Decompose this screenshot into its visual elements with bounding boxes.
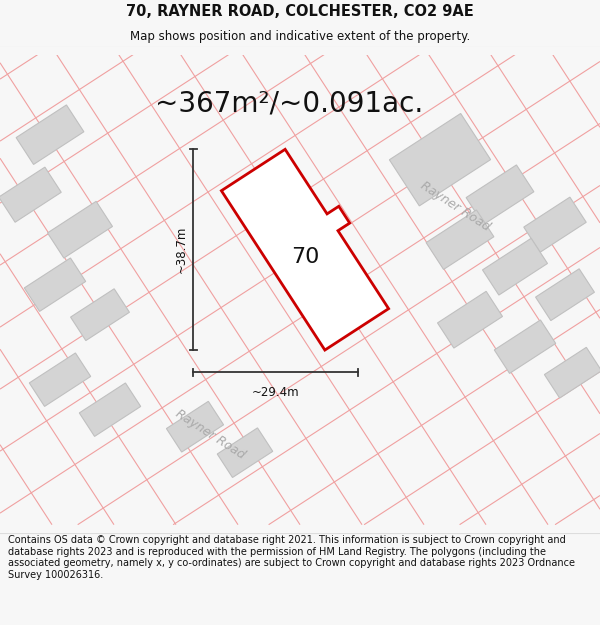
Polygon shape xyxy=(482,238,547,295)
Text: 70: 70 xyxy=(291,247,319,267)
Polygon shape xyxy=(71,289,130,341)
Text: 70, RAYNER ROAD, COLCHESTER, CO2 9AE: 70, RAYNER ROAD, COLCHESTER, CO2 9AE xyxy=(126,4,474,19)
Polygon shape xyxy=(544,348,600,398)
Text: ~38.7m: ~38.7m xyxy=(175,226,188,273)
Polygon shape xyxy=(79,383,140,436)
Polygon shape xyxy=(437,291,502,348)
Polygon shape xyxy=(466,165,534,224)
Polygon shape xyxy=(0,167,61,222)
Text: Rayner Road: Rayner Road xyxy=(173,408,247,462)
Polygon shape xyxy=(166,401,224,452)
Text: Rayner Road: Rayner Road xyxy=(418,179,492,234)
Polygon shape xyxy=(494,320,556,373)
Polygon shape xyxy=(221,149,389,350)
Text: ~29.4m: ~29.4m xyxy=(252,386,300,399)
Polygon shape xyxy=(47,201,112,258)
Polygon shape xyxy=(389,114,491,206)
Polygon shape xyxy=(536,269,595,321)
Polygon shape xyxy=(16,105,84,164)
Polygon shape xyxy=(524,197,586,252)
Polygon shape xyxy=(217,428,273,478)
Polygon shape xyxy=(25,258,86,311)
Text: Contains OS data © Crown copyright and database right 2021. This information is : Contains OS data © Crown copyright and d… xyxy=(8,535,575,580)
Text: ~367m²/~0.091ac.: ~367m²/~0.091ac. xyxy=(155,89,423,118)
Text: Map shows position and indicative extent of the property.: Map shows position and indicative extent… xyxy=(130,30,470,43)
Polygon shape xyxy=(29,353,91,406)
Polygon shape xyxy=(426,210,494,269)
